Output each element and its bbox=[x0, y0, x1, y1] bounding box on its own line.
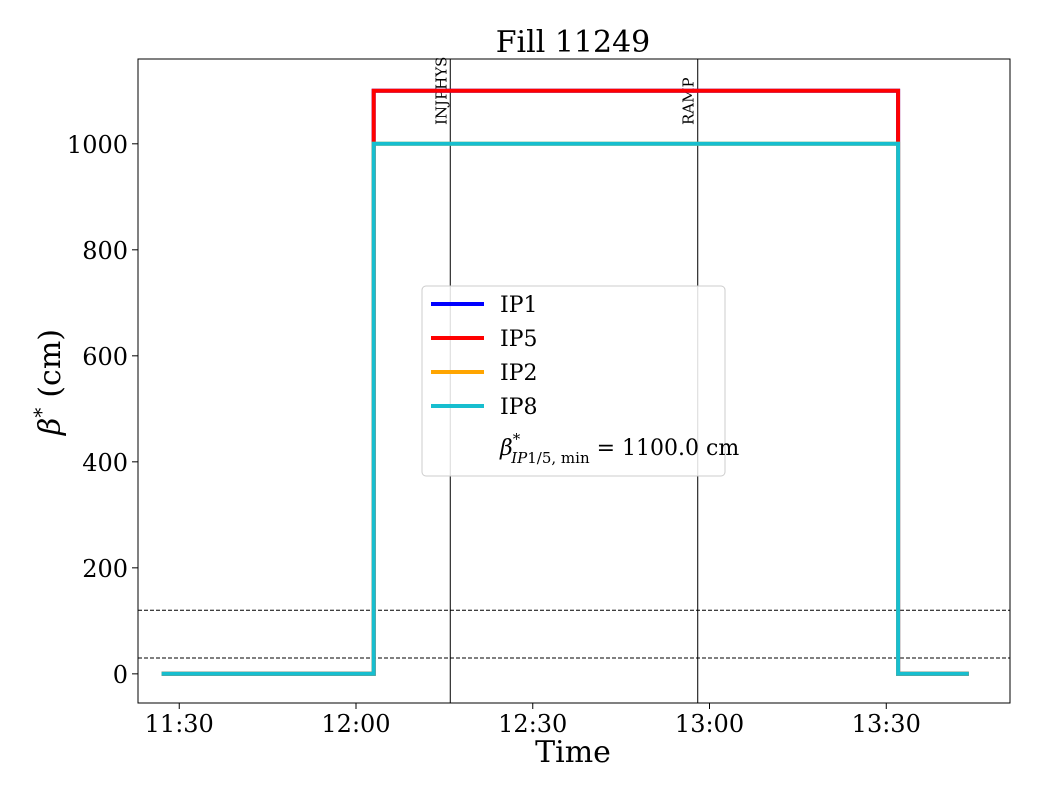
x-axis-label: Time bbox=[535, 735, 611, 770]
legend: IP1 IP5 IP2 IP8 β* IP1/5, min = 1100.0 cm bbox=[421, 285, 739, 477]
legend-label-ip1: IP1 bbox=[500, 293, 538, 318]
threshold-lines bbox=[138, 609, 1010, 659]
legend-label-ip5: IP5 bbox=[500, 327, 538, 352]
y-tick-label: 400 bbox=[82, 449, 128, 477]
x-tick-label: 12:30 bbox=[498, 710, 567, 738]
x-tick-label: 13:30 bbox=[852, 710, 921, 738]
y-tick-label: 0 bbox=[113, 661, 128, 689]
y-tick-label: 800 bbox=[82, 237, 128, 265]
y-tick-label: 200 bbox=[82, 555, 128, 583]
x-tick-label: 13:00 bbox=[675, 710, 744, 738]
x-tick-label: 12:00 bbox=[321, 710, 390, 738]
plot-frame bbox=[137, 58, 1011, 704]
chart-title: Fill 11249 bbox=[496, 25, 651, 60]
series-line-ip8 bbox=[161, 141, 969, 676]
legend-label-ip2: IP2 bbox=[500, 361, 538, 386]
y-axis-ticks: 0 200 400 600 800 1000 bbox=[67, 131, 138, 689]
y-axis-label: β*(cm) bbox=[29, 329, 68, 436]
legend-box bbox=[421, 285, 726, 477]
y-tick-label: 600 bbox=[82, 343, 128, 371]
legend-beta-min-entry: β* IP1/5, min = 1100.0 cm bbox=[499, 430, 739, 467]
legend-label-ip8: IP8 bbox=[500, 395, 538, 420]
series-layer bbox=[161, 88, 969, 676]
y-tick-label: 1000 bbox=[67, 131, 128, 159]
x-axis-ticks: 11:30 12:00 12:30 13:00 13:30 bbox=[145, 703, 921, 738]
event-label: RAMP bbox=[680, 77, 698, 125]
x-tick-label: 11:30 bbox=[145, 710, 214, 738]
